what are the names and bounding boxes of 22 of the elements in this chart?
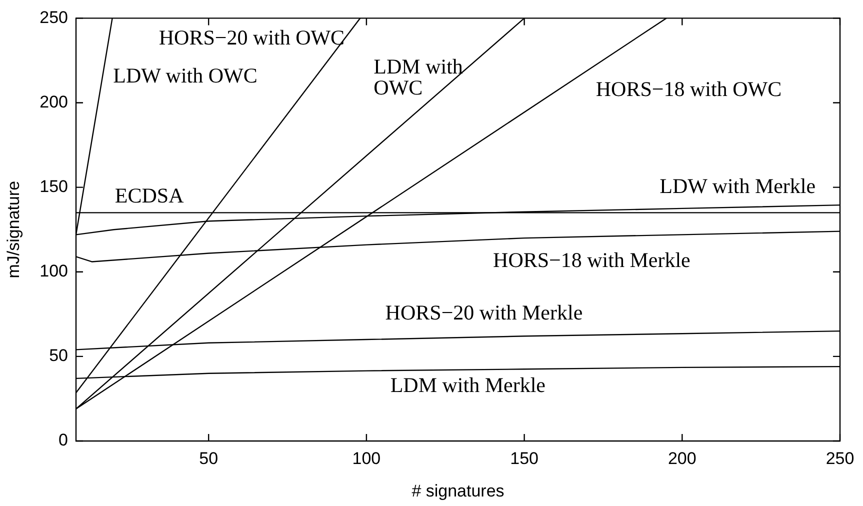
y-tick-label: 100 — [40, 262, 68, 281]
y-axis-title: mJ/signature — [4, 180, 23, 278]
x-tick-label: 200 — [668, 448, 696, 468]
x-tick-label: 50 — [199, 448, 218, 468]
x-axis-title: # signatures — [412, 481, 504, 500]
y-tick-label: 50 — [49, 346, 68, 366]
x-tick-label: 250 — [826, 448, 854, 468]
y-tick-label: 200 — [40, 92, 68, 112]
series-label: LDW with OWC — [113, 63, 258, 88]
series-label: HORS−20 with OWC — [158, 25, 345, 50]
y-tick-label: 150 — [40, 177, 68, 196]
y-tick-label: 250 — [40, 8, 68, 27]
legend-label: ECDSA — [114, 184, 185, 208]
series-label: LDM with OWC — [374, 54, 464, 100]
series-label: HORS−18 with Merkle — [493, 248, 690, 272]
x-tick-label: 150 — [510, 448, 538, 468]
series-label: LDM with Merkle — [390, 372, 546, 397]
series-label: HORS−18 with OWC — [596, 77, 782, 102]
x-tick-label: 100 — [352, 448, 381, 468]
y-tick-label: 0 — [58, 430, 68, 450]
series-label: HORS−20 with Merkle — [385, 300, 583, 325]
series-label: LDW with Merkle — [660, 174, 816, 198]
